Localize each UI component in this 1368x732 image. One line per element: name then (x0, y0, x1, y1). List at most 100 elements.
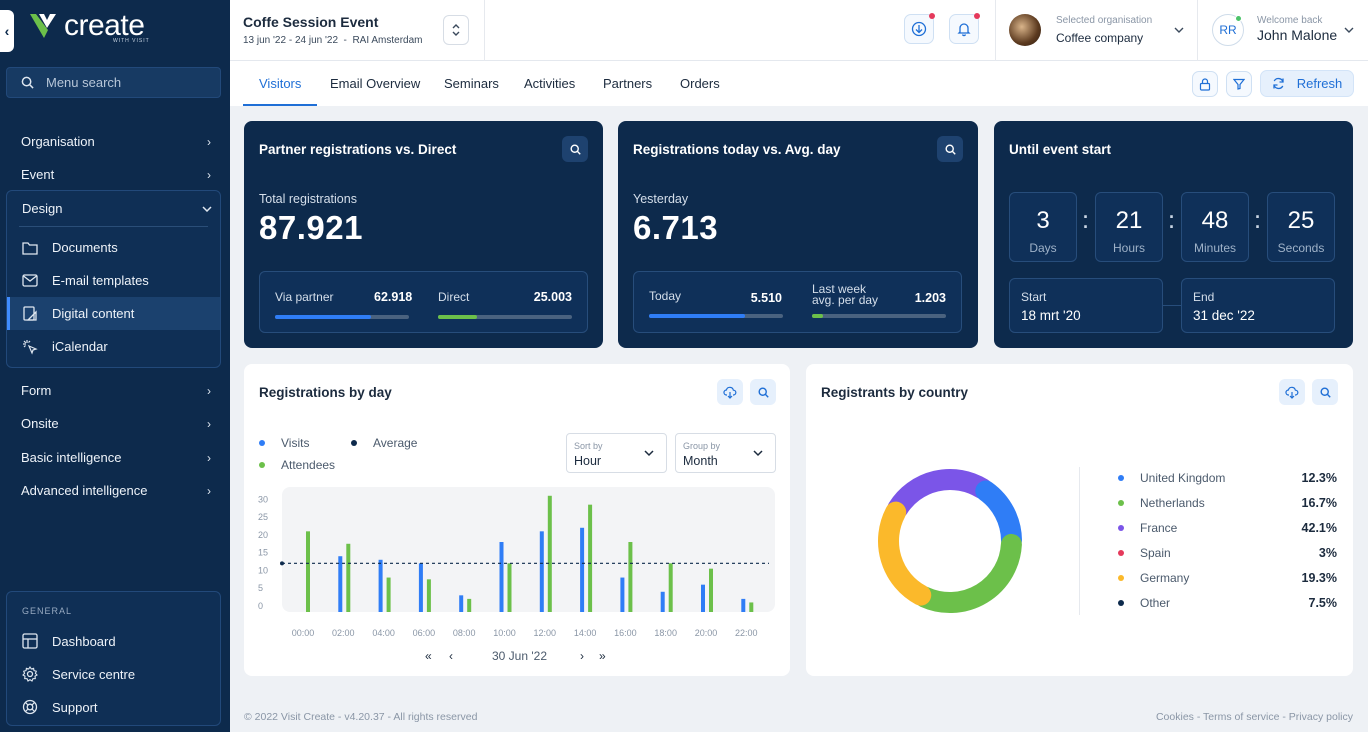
donut-slice[interactable] (878, 501, 932, 606)
bar-visits[interactable] (741, 598, 746, 612)
sidebar-item-label: Event (21, 167, 55, 182)
sidebar-item-digital-content[interactable]: Digital content (7, 297, 220, 330)
tab-seminars[interactable]: Seminars (444, 76, 499, 91)
legend-dot (259, 440, 265, 446)
organisation-avatar[interactable] (1009, 14, 1041, 46)
event-subtitle: 13 jun '22 - 24 jun '22 - RAI Amsterdam (243, 35, 423, 46)
search-button[interactable] (750, 379, 776, 405)
notifications-button[interactable] (949, 13, 980, 44)
countdown-value: 48 (1201, 207, 1229, 234)
sidebar-item-label: Form (21, 383, 52, 398)
folder-icon (22, 241, 38, 255)
bar-attendees[interactable] (749, 602, 754, 612)
previous-page-button[interactable]: ‹ (449, 649, 453, 663)
first-page-button[interactable]: « (425, 649, 432, 663)
donut-slice[interactable] (914, 533, 1022, 613)
bar-visits[interactable] (418, 563, 423, 612)
lock-button[interactable] (1192, 71, 1218, 97)
sidebar-item-dashboard[interactable]: Dashboard (22, 633, 116, 649)
search-button[interactable] (562, 136, 588, 162)
sidebar-item-basic-intelligence[interactable]: Basic intelligence › (21, 450, 211, 465)
sidebar-item-support[interactable]: Support (22, 699, 98, 715)
chevron-down-icon (644, 450, 654, 457)
download-button[interactable] (1279, 379, 1305, 405)
bar-attendees[interactable] (709, 568, 713, 612)
next-page-button[interactable]: › (580, 649, 584, 663)
bar-visits[interactable] (620, 577, 625, 612)
sidebar-item-onsite[interactable]: Onsite › (21, 416, 211, 431)
chevron-right-icon: › (207, 134, 211, 149)
sidebar-item-event[interactable]: Event › (21, 167, 211, 182)
bar-attendees[interactable] (467, 598, 472, 612)
chevron-down-icon[interactable] (1174, 22, 1184, 38)
bar-attendees[interactable] (588, 504, 593, 612)
tab-orders[interactable]: Orders (680, 76, 720, 91)
chevron-down-icon (202, 205, 212, 212)
bar-visits[interactable] (338, 556, 343, 612)
download-button[interactable] (717, 379, 743, 405)
bar-visits[interactable] (701, 584, 705, 612)
tab-email-overview[interactable]: Email Overview (330, 76, 421, 91)
bar-visits[interactable] (499, 542, 504, 612)
tab-visitors[interactable]: Visitors (243, 61, 318, 106)
group-by-select[interactable]: Group by Month (675, 433, 776, 473)
legend-row: Germany 19.3% (1118, 571, 1337, 585)
sidebar-item-organisation[interactable]: Organisation › (21, 134, 211, 149)
x-tick-label: 00:00 (292, 628, 315, 638)
bar-attendees[interactable] (507, 563, 512, 612)
sidebar-item-form[interactable]: Form › (21, 383, 211, 398)
sidebar-item-icalendar[interactable]: iCalendar (7, 330, 220, 363)
user-greeting: Welcome back (1257, 15, 1323, 26)
bar-attendees[interactable] (547, 495, 552, 612)
filter-button[interactable] (1226, 71, 1252, 97)
sidebar-item-documents[interactable]: Documents (7, 231, 220, 264)
tab-activities[interactable]: Activities (524, 76, 576, 91)
organisation-name[interactable]: Coffee company (1056, 31, 1144, 45)
via-partner-bar (275, 315, 409, 319)
countdown-seconds: 25 Seconds (1267, 192, 1335, 262)
bar-attendees[interactable] (668, 563, 673, 612)
bar-visits[interactable] (378, 559, 383, 612)
search-button[interactable] (1312, 379, 1338, 405)
footer-links[interactable]: Cookies - Terms of service - Privacy pol… (1155, 711, 1353, 723)
sidebar-item-label: Digital content (52, 306, 135, 321)
donut-slice[interactable] (975, 480, 1022, 551)
chevron-down-icon[interactable] (1344, 22, 1354, 38)
bar-visits[interactable] (660, 591, 665, 612)
user-avatar[interactable]: RR (1212, 14, 1244, 46)
chevron-up-down-icon (452, 24, 460, 36)
user-name[interactable]: John Malone (1257, 27, 1338, 43)
menu-search-input[interactable]: Menu search (6, 67, 221, 98)
bar-attendees[interactable] (386, 577, 391, 612)
countdown-value: 21 (1115, 207, 1143, 234)
bar-attendees[interactable] (306, 531, 310, 612)
bar-attendees[interactable] (628, 542, 633, 612)
search-icon (21, 76, 34, 89)
search-button[interactable] (937, 136, 963, 162)
sidebar-item-design[interactable]: Design (22, 201, 212, 216)
chevron-right-icon: › (207, 450, 211, 465)
refresh-button[interactable]: Refresh (1260, 70, 1354, 97)
download-button[interactable] (904, 13, 935, 44)
sidebar-item-service-centre[interactable]: Service centre (22, 666, 135, 682)
notification-dot (974, 13, 980, 19)
tab-partners[interactable]: Partners (603, 76, 653, 91)
sidebar-item-email-templates[interactable]: E-mail templates (7, 264, 220, 297)
collapse-sidebar-button[interactable]: ‹ (0, 10, 14, 52)
separator-colon: · · (1169, 207, 1175, 237)
sort-by-select[interactable]: Sort by Hour (566, 433, 667, 473)
bar-visits[interactable] (539, 531, 544, 612)
sidebar-item-advanced-intelligence[interactable]: Advanced intelligence › (21, 483, 211, 498)
event-switch-button[interactable] (443, 15, 469, 45)
today-bar-fill (649, 314, 746, 318)
bar-visits[interactable] (459, 595, 464, 612)
yesterday-value: 6.713 (633, 209, 719, 246)
last-page-button[interactable]: » (599, 649, 606, 663)
divider (19, 226, 208, 227)
donut-slice[interactable] (887, 469, 993, 519)
plot-area (282, 487, 775, 612)
logo[interactable]: create (30, 11, 145, 41)
bar-attendees[interactable] (426, 579, 431, 612)
bar-attendees[interactable] (346, 543, 351, 612)
bar-visits[interactable] (580, 527, 585, 612)
